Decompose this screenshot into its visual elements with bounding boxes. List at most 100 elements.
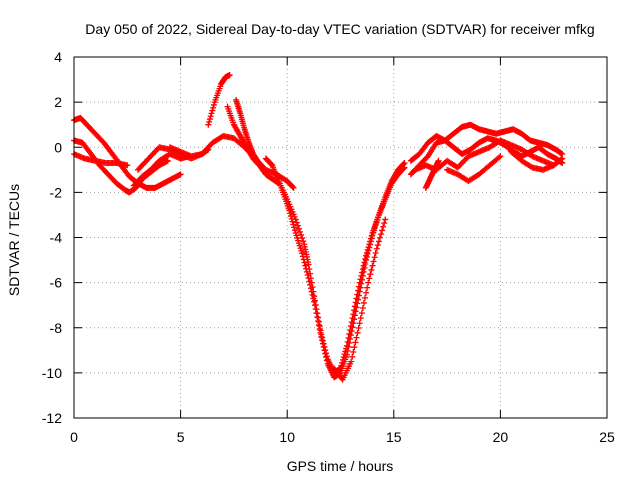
ticks: 0 5 10 15 20 25 -12 -10 -8 -6 -4 -2 0 2 4 [42, 49, 615, 445]
data-point [301, 259, 308, 266]
data-point [368, 266, 375, 273]
data-point [364, 284, 371, 291]
data-point [315, 317, 322, 324]
data-point [366, 275, 373, 282]
data-point [367, 238, 374, 245]
data-point [349, 324, 356, 331]
data-point [353, 304, 360, 311]
data-point [367, 241, 374, 248]
data-point [124, 162, 131, 169]
data-point [226, 72, 233, 79]
data-point [379, 227, 386, 234]
data-point [353, 334, 360, 341]
data-point [300, 238, 307, 245]
data-point [311, 298, 318, 305]
data-point [359, 272, 366, 279]
data-point [350, 349, 357, 356]
data-point [375, 238, 382, 245]
data-point [205, 121, 212, 128]
data-point [369, 262, 376, 269]
x-tick-label: 25 [599, 429, 615, 445]
data-point [357, 284, 364, 291]
data-point [320, 343, 327, 350]
data-point [343, 351, 350, 358]
data-point [382, 216, 389, 223]
data-point [348, 358, 355, 365]
data-point [363, 289, 370, 296]
x-axis-label: GPS time / hours [287, 458, 394, 474]
data-point [294, 222, 301, 229]
data-point [208, 110, 215, 117]
data-point [287, 210, 294, 217]
data-point [322, 350, 329, 357]
data-point [496, 154, 503, 161]
data-point [350, 320, 357, 327]
data-point [310, 295, 317, 302]
data-point [356, 320, 363, 327]
data-point [318, 333, 325, 340]
data-point [376, 234, 383, 241]
x-tick-label: 5 [177, 429, 185, 445]
data-point [550, 162, 557, 169]
data-point [315, 321, 322, 328]
data-point [378, 231, 385, 238]
data-point [323, 354, 330, 361]
data-point [344, 347, 351, 354]
data-point [207, 113, 214, 120]
data-point [307, 281, 314, 288]
data-point [206, 116, 213, 123]
data-point [206, 118, 213, 125]
data-point [177, 171, 184, 178]
data-point [558, 156, 565, 163]
data-point [295, 225, 302, 232]
data-point [289, 218, 296, 225]
data-point [290, 184, 297, 191]
data-point [381, 220, 388, 227]
y-tick-label: -2 [50, 184, 63, 200]
y-tick-label: 4 [54, 49, 62, 65]
data-point [363, 253, 370, 260]
data-point [370, 258, 377, 265]
data-point [528, 163, 535, 170]
data-point [365, 247, 372, 254]
data-point [362, 261, 369, 268]
data-point [364, 250, 371, 257]
data-point [351, 316, 358, 323]
x-tick-label: 10 [279, 429, 295, 445]
y-tick-label: -6 [50, 275, 63, 291]
data-point [361, 264, 368, 271]
data-point [311, 302, 318, 309]
data-point [304, 272, 311, 279]
x-tick-label: 20 [493, 429, 509, 445]
data-point [291, 227, 298, 234]
data-point [559, 155, 566, 162]
data-point [349, 353, 356, 360]
data-point [319, 337, 326, 344]
data-point [289, 184, 296, 191]
data-point [305, 275, 312, 282]
data-point [314, 314, 321, 321]
y-tick-label: -10 [42, 365, 62, 381]
data-point [305, 261, 312, 268]
data-points [71, 72, 566, 383]
data-point [359, 276, 366, 283]
y-axis-label: SDTVAR / TECUs [6, 184, 22, 296]
data-point [286, 207, 293, 214]
data-point [312, 306, 319, 313]
data-point [352, 339, 359, 346]
data-point [313, 310, 320, 317]
data-point [347, 336, 354, 343]
data-point [302, 262, 309, 269]
data-point [293, 219, 300, 226]
data-point [380, 223, 387, 230]
data-point [210, 101, 217, 108]
grid [74, 57, 607, 418]
data-point [321, 347, 328, 354]
y-tick-label: 0 [54, 139, 62, 155]
data-point [348, 328, 355, 335]
data-point [366, 244, 373, 251]
data-point [360, 268, 367, 275]
data-point [400, 165, 407, 172]
